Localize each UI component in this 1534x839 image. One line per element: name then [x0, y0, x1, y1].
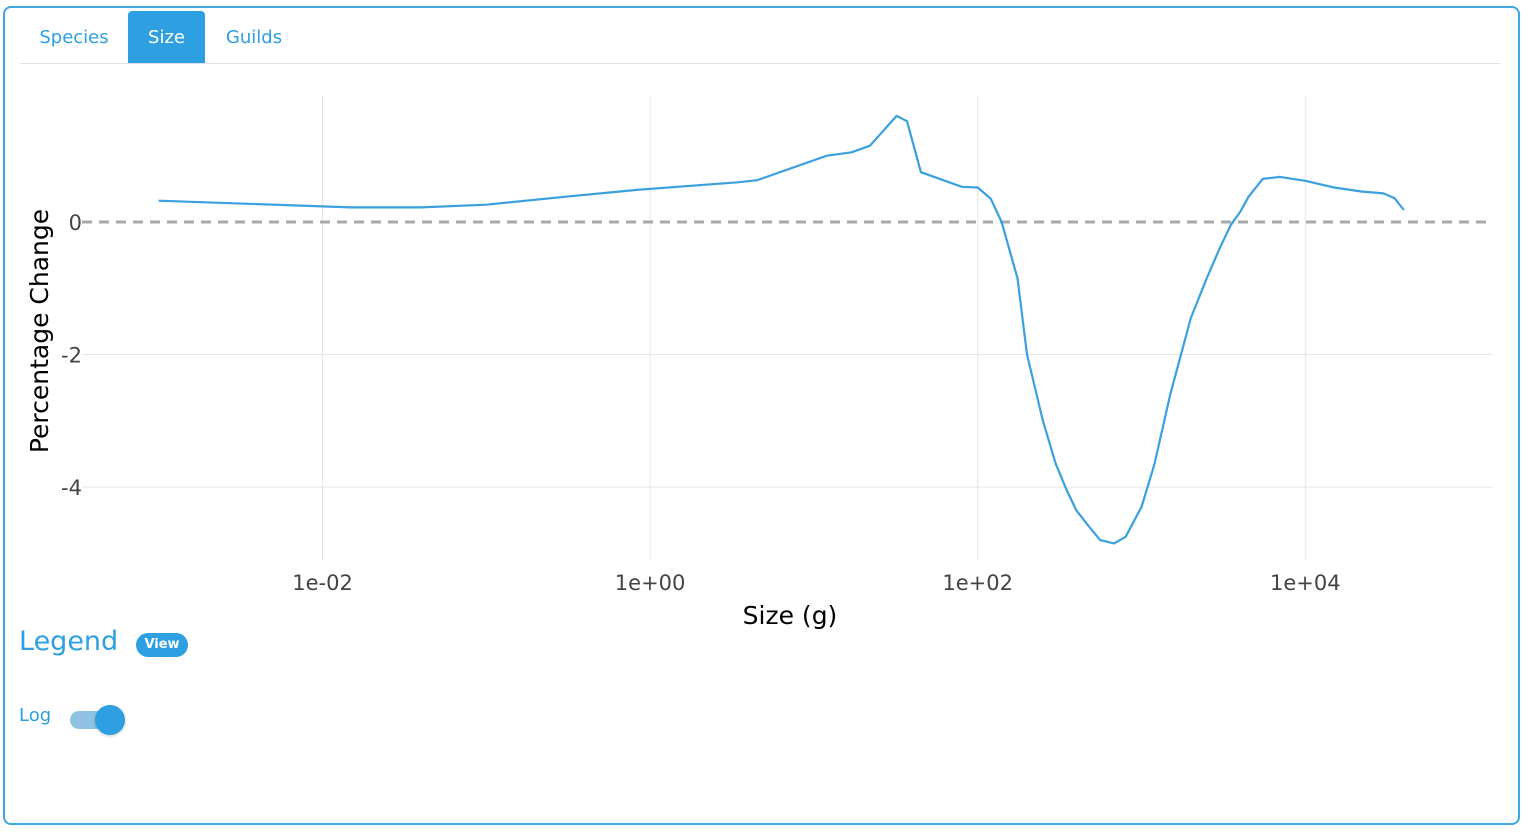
toggle-thumb	[95, 705, 125, 735]
x-tick-label: 1e+04	[1270, 571, 1341, 595]
x-axis-label: Size (g)	[743, 601, 838, 630]
y-axis-label: Percentage Change	[25, 209, 54, 453]
tab-species[interactable]: Species	[39, 27, 109, 48]
x-tick-label: 1e+02	[942, 571, 1013, 595]
log-toggle-label: Log	[19, 705, 52, 726]
y-gridlines	[82, 354, 1493, 488]
tab-size[interactable]: Size	[128, 11, 205, 63]
x-tick-labels: 1e-02 1e+00 1e+02 1e+04	[292, 571, 1340, 595]
y-tick-label: -2	[61, 344, 82, 368]
legend-view-badge[interactable]: View	[136, 633, 188, 657]
y-tick-label: 0	[69, 211, 82, 235]
legend-title: Legend	[19, 626, 119, 657]
size-panel	[3, 6, 1520, 825]
y-tick-label: -4	[61, 476, 82, 500]
y-tick-labels: 0 -2 -4	[61, 211, 82, 500]
x-tick-label: 1e-02	[292, 571, 353, 595]
x-gridlines	[322, 96, 1306, 560]
series-group	[158, 114, 1405, 545]
log-toggle-switch[interactable]	[70, 705, 126, 735]
tab-bar: Species Size Guilds	[20, 11, 1500, 64]
tab-guilds[interactable]: Guilds	[225, 27, 283, 48]
x-tick-label: 1e+00	[615, 571, 686, 595]
series-line	[158, 114, 1405, 545]
